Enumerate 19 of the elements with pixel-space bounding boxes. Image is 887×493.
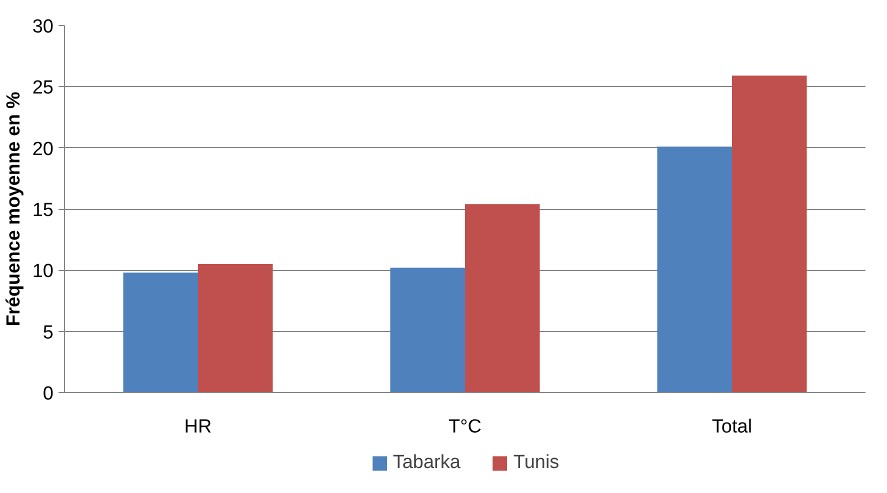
legend-label: Tunis xyxy=(513,452,560,474)
bar xyxy=(390,268,465,392)
x-tick-label: T°C xyxy=(448,416,482,438)
x-tick-label: HR xyxy=(184,416,212,438)
bar xyxy=(465,204,540,392)
bar xyxy=(198,264,273,392)
y-tick-label: 0 xyxy=(42,384,54,404)
bar xyxy=(732,76,807,392)
y-tick-label: 5 xyxy=(42,322,54,344)
x-tick-label: Total xyxy=(712,416,752,438)
y-tick-label: 15 xyxy=(32,200,54,221)
legend-label: Tabarka xyxy=(392,452,460,474)
y-tick-label: 20 xyxy=(32,138,54,160)
y-tick-label: 25 xyxy=(32,78,54,99)
y-tick-label: 10 xyxy=(32,261,54,282)
bar xyxy=(657,146,732,392)
y-axis-title: Fréquence moyenne en % xyxy=(3,92,24,326)
y-tick-label: 30 xyxy=(32,16,54,38)
bar xyxy=(123,272,198,392)
